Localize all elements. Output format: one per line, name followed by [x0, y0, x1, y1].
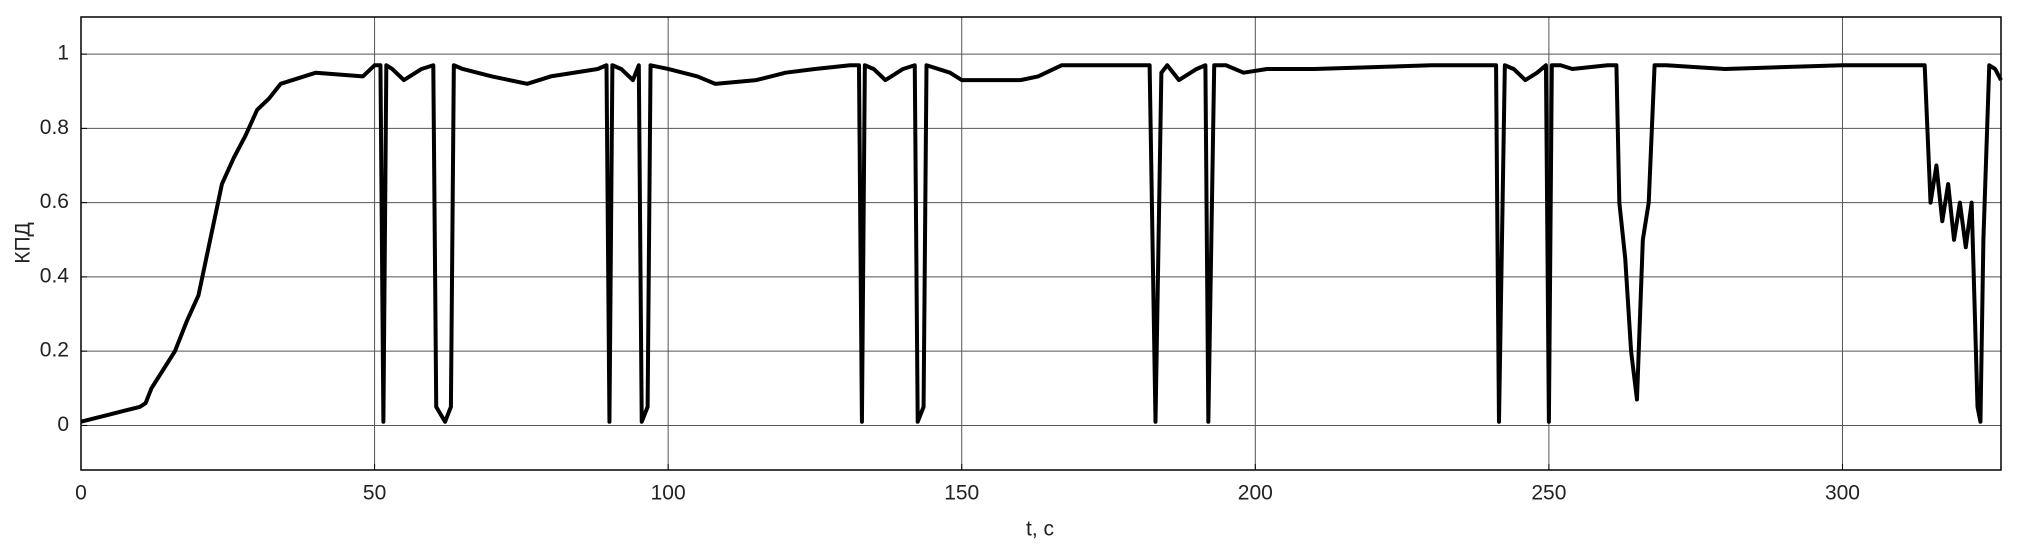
data-line — [80, 63, 2003, 424]
x-axis-label: t, с — [1026, 518, 1054, 541]
y-tick-label: 1 — [57, 42, 69, 65]
x-tick-label: 0 — [75, 482, 87, 505]
x-tick-label: 100 — [651, 482, 686, 505]
y-tick-label: 0.2 — [40, 339, 69, 362]
x-tick-label: 300 — [1825, 482, 1860, 505]
y-axis-label: КПД — [12, 222, 35, 264]
y-tick-label: 0 — [57, 413, 69, 436]
x-tick-label: 150 — [944, 482, 979, 505]
y-tick-label: 0.6 — [40, 190, 69, 213]
x-tick-label: 250 — [1531, 482, 1566, 505]
x-tick-label: 50 — [363, 482, 386, 505]
y-tick-label: 0.4 — [40, 264, 70, 287]
plot-frame — [80, 16, 2002, 471]
y-tick-label: 0.8 — [40, 116, 69, 139]
x-tick-label: 200 — [1238, 482, 1273, 505]
